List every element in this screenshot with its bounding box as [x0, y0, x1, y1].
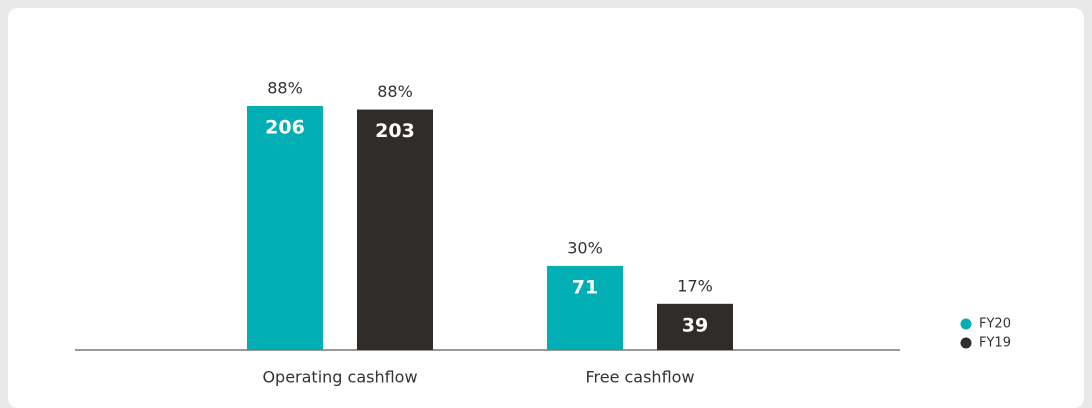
bar	[247, 106, 323, 350]
bar	[657, 303, 733, 350]
legend-swatch	[960, 337, 972, 349]
x-tick-label: Free cashflow	[585, 368, 694, 387]
bar	[547, 265, 623, 350]
margin-label: 30%	[567, 238, 603, 257]
card	[8, 8, 1084, 408]
value-label: 71	[572, 276, 598, 298]
margin-label: 17%	[677, 276, 713, 295]
legend-swatch	[960, 318, 972, 330]
value-label: 206	[265, 117, 305, 139]
value-label: 39	[682, 314, 708, 336]
x-tick-label: Operating cashflow	[262, 368, 417, 387]
value-label: 203	[375, 120, 415, 142]
margin-label: 88%	[267, 79, 303, 98]
legend-label: FY20	[979, 317, 1011, 332]
margin-label: 88%	[377, 82, 413, 101]
legend-label: FY19	[979, 336, 1011, 351]
bar	[357, 109, 433, 350]
